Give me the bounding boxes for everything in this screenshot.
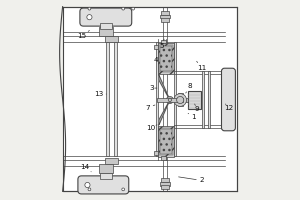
Bar bbox=[105, 158, 118, 164]
Bar bbox=[174, 42, 176, 156]
FancyBboxPatch shape bbox=[80, 8, 132, 26]
Text: 8: 8 bbox=[186, 83, 192, 93]
Text: 11: 11 bbox=[197, 61, 206, 71]
Text: 3: 3 bbox=[150, 85, 157, 91]
Text: 9: 9 bbox=[194, 104, 199, 112]
Bar bbox=[100, 23, 112, 28]
Bar bbox=[160, 182, 170, 186]
Bar bbox=[99, 27, 113, 36]
Text: 12: 12 bbox=[224, 104, 233, 111]
Circle shape bbox=[177, 96, 184, 104]
Bar bbox=[154, 45, 158, 49]
Bar bbox=[161, 178, 169, 182]
Text: 13: 13 bbox=[94, 91, 106, 97]
Bar bbox=[159, 45, 173, 72]
Bar bbox=[100, 173, 112, 179]
Polygon shape bbox=[159, 100, 170, 125]
Bar bbox=[161, 11, 169, 15]
FancyBboxPatch shape bbox=[221, 68, 236, 131]
Text: 15: 15 bbox=[77, 30, 89, 39]
Bar bbox=[105, 36, 118, 42]
Bar bbox=[160, 46, 172, 71]
Bar bbox=[156, 42, 158, 156]
Polygon shape bbox=[159, 75, 170, 100]
Bar bbox=[160, 15, 170, 18]
Circle shape bbox=[87, 15, 92, 20]
Circle shape bbox=[168, 98, 172, 102]
Bar bbox=[158, 43, 174, 74]
Circle shape bbox=[174, 94, 187, 106]
Bar bbox=[161, 185, 169, 189]
Bar bbox=[63, 7, 237, 191]
Text: 1: 1 bbox=[188, 113, 196, 120]
Bar bbox=[161, 17, 169, 22]
Bar bbox=[208, 71, 210, 128]
Bar bbox=[202, 71, 204, 128]
Text: 7: 7 bbox=[146, 105, 155, 111]
Circle shape bbox=[122, 7, 124, 10]
Bar bbox=[154, 151, 158, 155]
Bar bbox=[106, 42, 109, 156]
Bar bbox=[178, 93, 183, 106]
Bar bbox=[160, 40, 166, 43]
Circle shape bbox=[88, 7, 91, 10]
Circle shape bbox=[132, 7, 134, 10]
Text: 5: 5 bbox=[160, 39, 164, 49]
Bar bbox=[160, 129, 172, 154]
Text: 2: 2 bbox=[178, 177, 204, 183]
Text: 10: 10 bbox=[146, 125, 157, 131]
Text: 14: 14 bbox=[80, 164, 91, 172]
Text: 4: 4 bbox=[154, 57, 159, 63]
Bar bbox=[188, 91, 201, 109]
Bar bbox=[182, 98, 188, 102]
Bar bbox=[99, 164, 113, 173]
Bar bbox=[159, 128, 173, 155]
Circle shape bbox=[88, 188, 91, 191]
Bar bbox=[160, 156, 166, 160]
Circle shape bbox=[85, 182, 90, 188]
Circle shape bbox=[122, 188, 124, 191]
Bar bbox=[158, 126, 174, 157]
Circle shape bbox=[166, 96, 173, 104]
FancyBboxPatch shape bbox=[78, 176, 129, 194]
Bar bbox=[157, 98, 183, 102]
Bar bbox=[114, 42, 117, 156]
